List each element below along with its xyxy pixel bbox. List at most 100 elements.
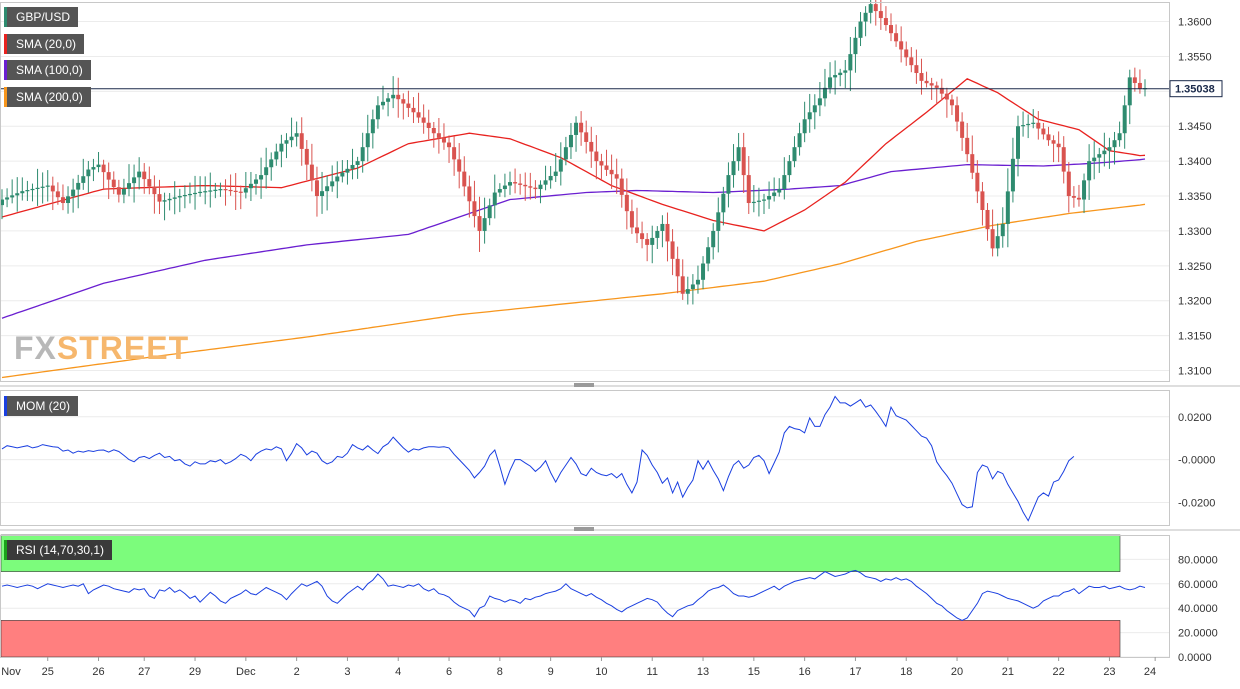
candle-body [167, 198, 172, 201]
candle [508, 171, 512, 195]
candle [467, 175, 472, 218]
candle [711, 223, 716, 260]
candle-body [147, 179, 152, 187]
x-tick-label: 29 [189, 666, 201, 678]
candle-body [116, 187, 121, 195]
candle [965, 122, 970, 163]
candle-body [985, 209, 990, 230]
legend-symbol-label: GBP/USD [16, 10, 71, 24]
rsi-overbought-zone [0, 534, 1121, 572]
candle [975, 160, 980, 204]
candle-body [299, 133, 304, 149]
legend-rsi[interactable]: RSI (14,70,30,1) [4, 540, 113, 560]
resize-handle [574, 527, 594, 531]
candle [675, 246, 680, 294]
candle-body [838, 72, 843, 76]
candle-body [30, 188, 35, 191]
candle [15, 177, 20, 212]
x-tick-label: 10 [595, 666, 607, 678]
candle-body [914, 65, 919, 74]
candle-body [701, 263, 706, 280]
candle [269, 152, 274, 181]
candle [259, 157, 264, 199]
candle-body [543, 180, 548, 185]
candle [843, 59, 848, 88]
candle [66, 186, 71, 214]
candle [899, 26, 904, 63]
price-tick-label: 1.3350 [1178, 191, 1212, 203]
panel-frame-2 [0, 390, 1170, 526]
candle [203, 176, 208, 205]
candle-body [213, 189, 218, 191]
legend-sma100[interactable]: SMA (100,0) [4, 60, 91, 80]
resize-handle [574, 383, 594, 387]
candle-body [340, 172, 345, 177]
mom-tick-label: -0.0000 [1178, 455, 1215, 467]
candle-body [81, 176, 86, 183]
candle [5, 188, 10, 208]
candle-body [970, 154, 975, 173]
price-tick-label: 1.3250 [1178, 261, 1212, 273]
candle [1041, 122, 1046, 140]
last-price-box [1169, 80, 1223, 98]
candle-body [55, 191, 60, 198]
candle-body [35, 187, 40, 190]
candle-body [426, 122, 431, 128]
legend-sma200[interactable]: SMA (200,0) [4, 87, 91, 107]
candle-body [76, 182, 81, 190]
candle [157, 179, 162, 215]
x-tick-label: 4 [395, 666, 401, 678]
candle [137, 157, 142, 190]
candle [802, 101, 807, 143]
candle-body [1016, 126, 1020, 159]
candle-body [10, 195, 15, 198]
candle [60, 184, 65, 211]
candle-body [1021, 125, 1026, 127]
candle [741, 132, 746, 194]
candle [914, 49, 919, 84]
rsi-tick-label: 40.0000 [1178, 603, 1218, 615]
candle-body [421, 117, 426, 123]
candle-body [304, 148, 309, 165]
candle [284, 133, 289, 159]
candle-body [1051, 140, 1056, 144]
candle [167, 193, 172, 211]
candle [985, 203, 990, 241]
candle-body [833, 75, 838, 78]
candle [858, 12, 863, 47]
candle [822, 68, 827, 107]
candle [20, 177, 25, 201]
candle-body [238, 191, 243, 193]
candle-body [624, 194, 629, 212]
candle [248, 171, 253, 201]
candle [401, 93, 406, 120]
candle [355, 156, 360, 179]
legend-mom[interactable]: MOM (20) [4, 396, 78, 416]
candle [1092, 141, 1097, 180]
candle [767, 181, 772, 209]
candle [751, 185, 756, 213]
candle-body [396, 94, 401, 100]
candle-body [924, 80, 929, 84]
candle [477, 196, 482, 252]
candle-body [883, 18, 888, 26]
legend-sma20[interactable]: SMA (20,0) [4, 34, 85, 54]
candle-body [614, 174, 619, 179]
candle-body [990, 229, 995, 249]
panel-frame-1 [0, 2, 1170, 382]
candle-body [243, 188, 248, 193]
candle-body [899, 41, 904, 50]
candle-body [391, 94, 396, 99]
x-tick-label: 26 [92, 666, 104, 678]
candle [447, 135, 452, 163]
legend-sma200-label: SMA (200,0) [16, 90, 83, 104]
price-tick-label: 1.3600 [1178, 17, 1212, 29]
candle [421, 104, 426, 134]
candle-body [868, 4, 873, 13]
candle-body [548, 175, 553, 181]
legend-symbol[interactable]: GBP/USD [4, 7, 79, 27]
mom-tick-label: -0.0200 [1178, 498, 1215, 510]
watermark-street: STREET [56, 330, 190, 366]
price-tick-label: 1.3400 [1178, 156, 1212, 168]
